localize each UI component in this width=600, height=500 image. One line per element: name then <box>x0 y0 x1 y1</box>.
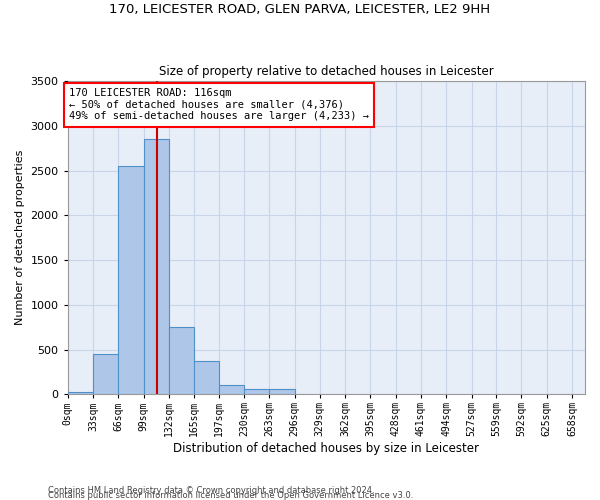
Bar <box>118 166 143 394</box>
Title: Size of property relative to detached houses in Leicester: Size of property relative to detached ho… <box>159 66 494 78</box>
Bar <box>194 360 220 394</box>
Text: 170 LEICESTER ROAD: 116sqm
← 50% of detached houses are smaller (4,376)
49% of s: 170 LEICESTER ROAD: 116sqm ← 50% of deta… <box>69 88 369 122</box>
Y-axis label: Number of detached properties: Number of detached properties <box>15 150 25 326</box>
Bar <box>244 390 269 394</box>
Bar <box>169 327 194 394</box>
Bar <box>93 354 118 394</box>
Bar <box>269 390 295 394</box>
Bar <box>68 392 93 394</box>
Text: Contains public sector information licensed under the Open Government Licence v3: Contains public sector information licen… <box>48 491 413 500</box>
Text: 170, LEICESTER ROAD, GLEN PARVA, LEICESTER, LE2 9HH: 170, LEICESTER ROAD, GLEN PARVA, LEICEST… <box>109 2 491 16</box>
X-axis label: Distribution of detached houses by size in Leicester: Distribution of detached houses by size … <box>173 442 479 455</box>
Bar <box>218 386 244 394</box>
Bar <box>143 139 169 394</box>
Text: Contains HM Land Registry data © Crown copyright and database right 2024.: Contains HM Land Registry data © Crown c… <box>48 486 374 495</box>
